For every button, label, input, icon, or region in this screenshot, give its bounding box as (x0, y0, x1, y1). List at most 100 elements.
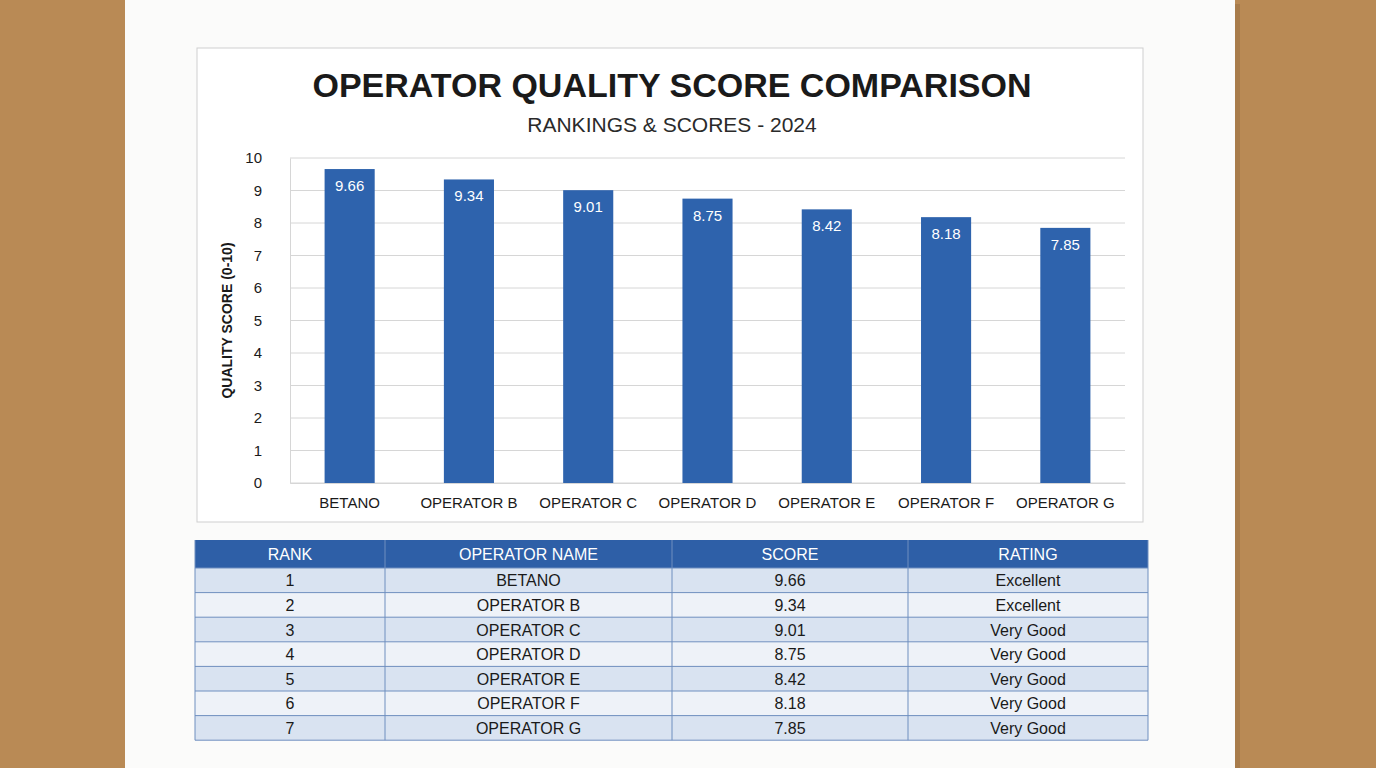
x-axis-line (291, 483, 1126, 484)
table-cell: 1 (286, 572, 295, 589)
table-row-line (195, 715, 1148, 716)
table-cell: 8.75 (774, 646, 805, 663)
x-tick-label: BETANO (319, 494, 380, 511)
x-tick: OPERATOR B (420, 483, 517, 511)
bar (921, 217, 971, 483)
x-tick: OPERATOR F (898, 483, 994, 511)
data-label: 8.18 (931, 225, 960, 242)
y-axis-line (290, 159, 291, 484)
table-cell: BETANO (496, 572, 561, 589)
data-label: 9.66 (335, 177, 364, 194)
paper-shadow (130, 4, 1240, 768)
y-tick: 9 (254, 182, 290, 199)
table-header: SCORE (762, 546, 819, 563)
y-tick-label: 10 (245, 149, 262, 166)
x-tick-label: OPERATOR C (539, 494, 637, 511)
table-cell: OPERATOR B (477, 597, 580, 614)
table-cell: Very Good (990, 671, 1066, 688)
chart-subtitle: RANKINGS & SCORES - 2024 (527, 113, 817, 136)
chart-frame (197, 48, 1143, 522)
bar (1040, 228, 1090, 483)
table-row-line (195, 740, 1148, 741)
table-cell: OPERATOR C (476, 622, 580, 639)
y-tick-label: 0 (254, 474, 262, 491)
table-cell: 8.18 (774, 695, 805, 712)
y-tick: 7 (254, 247, 290, 264)
table-cell: 9.01 (774, 622, 805, 639)
grid (290, 158, 1125, 483)
data-label: 9.34 (454, 187, 483, 204)
paper (125, 0, 1235, 768)
x-tick-label: OPERATOR D (659, 494, 757, 511)
data-label: 9.01 (574, 198, 603, 215)
table-cell: 9.34 (774, 597, 805, 614)
x-tick-label: OPERATOR G (1016, 494, 1115, 511)
table-cell: Very Good (990, 720, 1066, 737)
table-header: OPERATOR NAME (459, 546, 598, 563)
chart-title: OPERATOR QUALITY SCORE COMPARISON (312, 66, 1031, 104)
table-cell: OPERATOR E (477, 671, 580, 688)
table-col-line (1148, 540, 1149, 740)
table-col-line (195, 540, 196, 740)
table-cell: Very Good (990, 695, 1066, 712)
data-label: 7.85 (1051, 236, 1080, 253)
y-tick-label: 6 (254, 279, 262, 296)
table-cell: 7 (286, 720, 295, 737)
table-row-line (195, 691, 1148, 692)
x-tick: OPERATOR E (778, 483, 875, 511)
table-cell: OPERATOR D (476, 646, 580, 663)
table-row-line (195, 666, 1148, 667)
table-cell: 9.66 (774, 572, 805, 589)
x-tick-label: OPERATOR E (778, 494, 875, 511)
y-tick: 6 (254, 279, 290, 296)
table-cell: 4 (286, 646, 295, 663)
table-cell: OPERATOR G (476, 720, 581, 737)
y-tick-label: 2 (254, 409, 262, 426)
y-tick: 10 (245, 149, 290, 166)
data-label: 8.42 (812, 217, 841, 234)
table-row-line (195, 641, 1148, 642)
table-cell: Excellent (996, 597, 1061, 614)
x-tick-label: OPERATOR B (420, 494, 517, 511)
table: RANK OPERATOR NAME SCORE RATING 1 BETANO 9.66 E… (195, 540, 1148, 740)
grid-line (290, 158, 1125, 159)
table-header: RANK (268, 546, 313, 563)
table-cell: OPERATOR F (477, 695, 580, 712)
y-tick: 3 (254, 377, 290, 394)
table-row-line (195, 617, 1148, 618)
bars (325, 169, 1091, 483)
table-cell: 2 (286, 597, 295, 614)
table-cell: 3 (286, 622, 295, 639)
x-axis: BETANO OPERATOR B OPERATOR C OPERATOR D OPER… (291, 483, 1126, 511)
x-tick: OPERATOR D (659, 483, 757, 511)
y-tick-label: 1 (254, 442, 262, 459)
y-tick-label: 5 (254, 312, 262, 329)
table-cell: Very Good (990, 622, 1066, 639)
x-tick: BETANO (319, 483, 380, 511)
y-tick: 5 (254, 312, 290, 329)
x-tick: OPERATOR C (539, 483, 637, 511)
table-row-line (195, 592, 1148, 593)
bar (563, 190, 613, 483)
y-tick: 8 (254, 214, 290, 231)
bar (802, 209, 852, 483)
bar (325, 169, 375, 483)
table-cell: Very Good (990, 646, 1066, 663)
table-col-line (672, 540, 673, 740)
table-cell: 7.85 (774, 720, 805, 737)
bar (444, 179, 494, 483)
table-col-line (385, 540, 386, 740)
table-cell: 6 (286, 695, 295, 712)
data-labels: 9.669.349.018.758.428.187.85 (335, 177, 1080, 253)
table-header: RATING (998, 546, 1057, 563)
y-tick: 0 (254, 474, 290, 491)
y-tick-label: 7 (254, 247, 262, 264)
grid-line (290, 190, 1125, 191)
y-tick-label: 9 (254, 182, 262, 199)
y-axis-title: QUALITY SCORE (0-10) (219, 242, 235, 398)
y-tick-label: 8 (254, 214, 262, 231)
x-tick-label: OPERATOR F (898, 494, 994, 511)
y-tick: 4 (254, 344, 290, 361)
x-tick: OPERATOR G (1016, 483, 1115, 511)
y-tick: 2 (254, 409, 290, 426)
